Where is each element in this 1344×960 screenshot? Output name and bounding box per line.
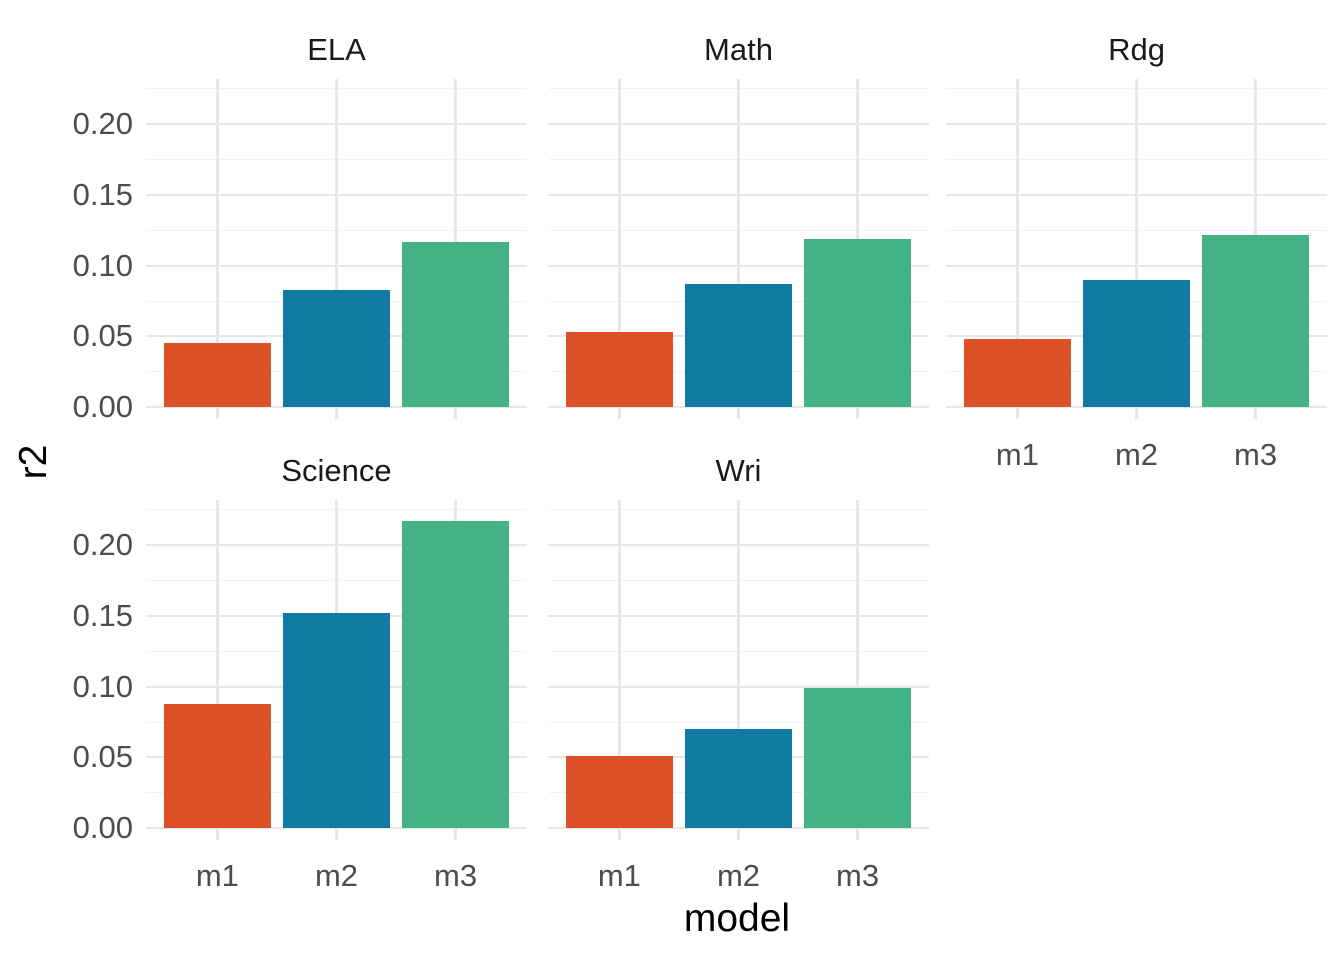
bar-m3 — [1202, 234, 1310, 407]
bar-m2 — [1083, 279, 1190, 407]
y-tick-label: 0.10 — [72, 668, 133, 704]
bar-m1 — [163, 703, 271, 828]
y-tick-label: 0.15 — [72, 176, 133, 212]
y-tick-label: 0.20 — [72, 106, 133, 142]
facet-panel-science — [146, 500, 527, 840]
x-tick-label: m1 — [195, 858, 239, 893]
x-gridline-major — [737, 79, 740, 419]
x-tick-label: m1 — [597, 858, 641, 893]
x-tick-label: m3 — [434, 858, 478, 893]
bar-m3 — [402, 521, 510, 828]
bar-m3 — [804, 238, 912, 407]
y-tick-label: 0.00 — [72, 810, 133, 845]
bar-m1 — [565, 755, 673, 828]
x-gridline-major — [737, 500, 740, 840]
y-tick-label: 0.05 — [72, 318, 133, 354]
y-axis-title: r2 — [12, 444, 55, 480]
x-tick-label: m2 — [314, 858, 359, 893]
bar-m2 — [685, 729, 792, 828]
y-tick-label: 0.00 — [72, 389, 133, 424]
x-tick-label: m2 — [716, 858, 761, 893]
x-axis-title: model — [683, 897, 791, 940]
x-tick-label: m1 — [995, 437, 1039, 472]
bar-m1 — [963, 339, 1071, 407]
x-gridline-major — [216, 500, 219, 840]
bar-m2 — [685, 284, 792, 407]
x-tick-label: m2 — [1114, 437, 1159, 472]
bar-m1 — [163, 343, 271, 407]
bar-m1 — [565, 332, 673, 407]
y-tick-label: 0.05 — [72, 739, 133, 775]
facet-panel-wri — [548, 500, 929, 840]
x-gridline-major — [618, 500, 621, 840]
facet-panel-rdg — [946, 79, 1327, 419]
x-tick-label: m3 — [836, 858, 880, 893]
bar-m2 — [283, 613, 390, 828]
facet-title-math: Math — [704, 32, 773, 67]
bar-m3 — [804, 688, 912, 828]
facet-title-wri: Wri — [715, 453, 762, 488]
facet-panel-math — [548, 79, 929, 419]
x-gridline-major — [618, 79, 621, 419]
bar-m2 — [283, 289, 390, 407]
facet-title-rdg: Rdg — [1108, 32, 1165, 67]
facet-title-science: Science — [281, 453, 392, 488]
y-tick-label: 0.20 — [72, 527, 133, 563]
x-gridline-major — [335, 79, 338, 419]
x-gridline-major — [1016, 79, 1019, 419]
x-gridline-major — [1135, 79, 1138, 419]
bar-m3 — [402, 241, 510, 407]
facet-title-ela: ELA — [307, 32, 366, 67]
facet-panel-ela — [146, 79, 527, 419]
y-tick-label: 0.15 — [72, 597, 133, 633]
x-gridline-major — [856, 500, 859, 840]
x-gridline-major — [216, 79, 219, 419]
y-tick-label: 0.10 — [72, 247, 133, 283]
x-tick-label: m3 — [1234, 437, 1278, 472]
